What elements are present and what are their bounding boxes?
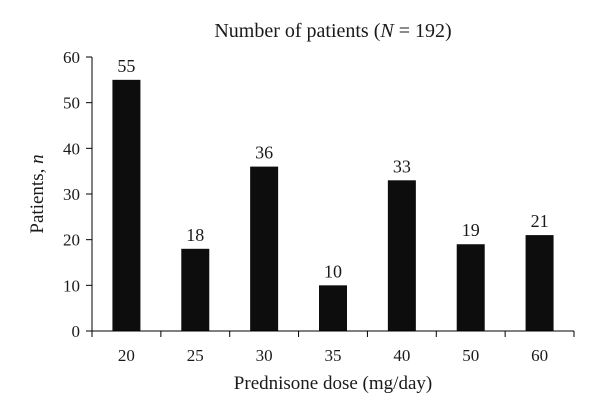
x-tick-label: 20 — [118, 346, 135, 365]
x-axis-ticks: 20 25 30 35 40 50 60 — [91, 331, 575, 365]
bar — [456, 244, 485, 331]
x-tick-label: 50 — [462, 346, 479, 365]
x-tick-label: 25 — [187, 346, 204, 365]
y-tick-label: 40 — [63, 139, 80, 158]
x-tick-label: 60 — [531, 346, 548, 365]
bar — [525, 235, 554, 331]
chart-title: Number of patients (N = 192) — [214, 20, 451, 42]
y-tick-label: 50 — [63, 94, 80, 113]
y-tick-label: 30 — [63, 185, 80, 204]
bar — [112, 79, 141, 331]
data-label: 33 — [393, 156, 411, 176]
x-tick-label: 40 — [393, 346, 410, 365]
bar — [387, 180, 416, 331]
y-tick-label: 60 — [63, 48, 80, 67]
y-axis-ticks: 0 10 20 30 40 50 60 — [63, 48, 92, 341]
bar — [250, 166, 279, 331]
y-tick-label: 0 — [72, 322, 81, 341]
x-axis-label: Prednisone dose (mg/day) — [234, 373, 432, 394]
data-labels-group: 55 18 36 10 33 19 21 — [117, 56, 548, 282]
data-label: 18 — [186, 225, 204, 245]
data-label: 55 — [117, 56, 135, 76]
x-tick-label: 30 — [256, 346, 273, 365]
bars-group — [112, 79, 554, 331]
y-tick-label: 10 — [63, 276, 80, 295]
data-label: 10 — [324, 261, 342, 281]
data-label: 21 — [531, 211, 549, 231]
x-tick-label: 35 — [325, 346, 342, 365]
data-label: 19 — [462, 220, 480, 240]
bar — [181, 248, 210, 331]
bar — [319, 285, 347, 331]
data-label: 36 — [255, 143, 273, 163]
y-axis-label: Patients, n — [27, 154, 48, 233]
y-tick-label: 20 — [63, 231, 80, 250]
